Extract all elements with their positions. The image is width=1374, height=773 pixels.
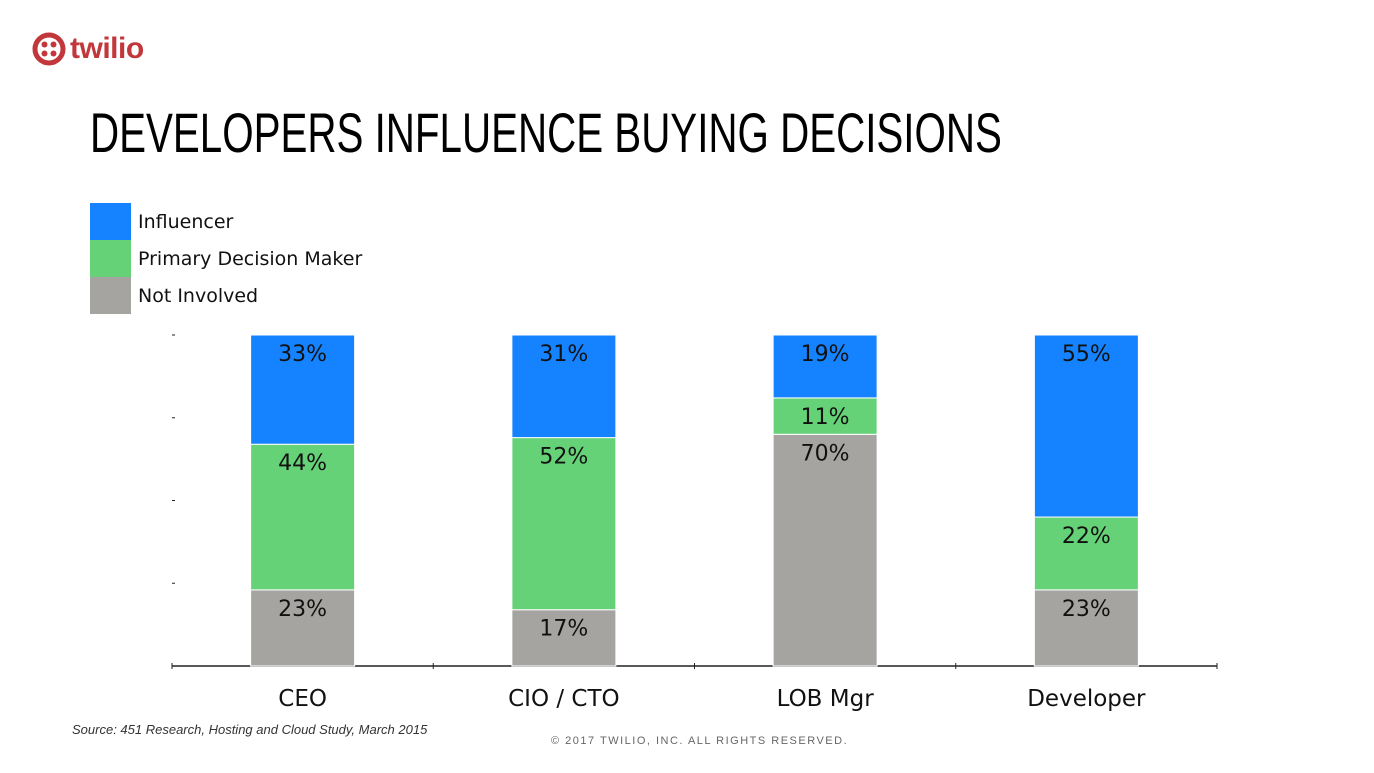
data-label: 55% [1062, 342, 1111, 367]
legend-swatch [90, 203, 131, 240]
data-label: 19% [801, 342, 850, 367]
copyright: © 2017 TWILIO, INC. ALL RIGHTS RESERVED. [551, 735, 849, 747]
legend-item: Not Involved [90, 277, 362, 314]
bar-segment [1033, 589, 1139, 667]
bar-segment [250, 443, 356, 591]
legend-label: Primary Decision Maker [138, 247, 363, 270]
legend-swatch [90, 240, 131, 277]
category-label: CEO [278, 686, 327, 712]
data-label: 31% [539, 342, 588, 367]
bar-segment [511, 609, 617, 667]
data-label: 44% [278, 451, 327, 476]
twilio-logo: twilio [32, 32, 144, 66]
data-label: 11% [801, 405, 850, 430]
bar-segment [250, 334, 356, 445]
bar-segment [772, 397, 878, 435]
bar-segment [1033, 334, 1139, 518]
data-label: 22% [1062, 524, 1111, 549]
bar-segment [511, 334, 617, 439]
logo-text: twilio [70, 32, 144, 65]
slide-title: DEVELOPERS INFLUENCE BUYING DECISIONS [90, 101, 1002, 164]
data-label: 33% [278, 342, 327, 367]
data-label: 23% [1062, 597, 1111, 622]
bar-segment [1033, 516, 1139, 591]
source-note: Source: 451 Research, Hosting and Cloud … [72, 722, 428, 737]
legend-label: Influencer [138, 210, 234, 233]
legend-swatch [90, 277, 131, 314]
data-label: 52% [539, 445, 588, 470]
data-label: 17% [539, 617, 588, 642]
category-label: CIO / CTO [508, 686, 620, 712]
twilio-logo-icon [32, 32, 66, 66]
bar-segment [772, 433, 878, 667]
legend-label: Not Involved [138, 284, 259, 307]
data-label: 23% [278, 597, 327, 622]
bar-segment [511, 437, 617, 611]
bar-segment [772, 334, 878, 399]
legend: Influencer Primary Decision Maker Not Invo… [90, 203, 362, 314]
data-label: 70% [801, 441, 850, 466]
legend-item: Primary Decision Maker [90, 240, 362, 277]
bar-segment [250, 589, 356, 667]
category-label: LOB Mgr [777, 686, 875, 712]
category-label: Developer [1027, 686, 1146, 712]
legend-item: Influencer [90, 203, 362, 240]
